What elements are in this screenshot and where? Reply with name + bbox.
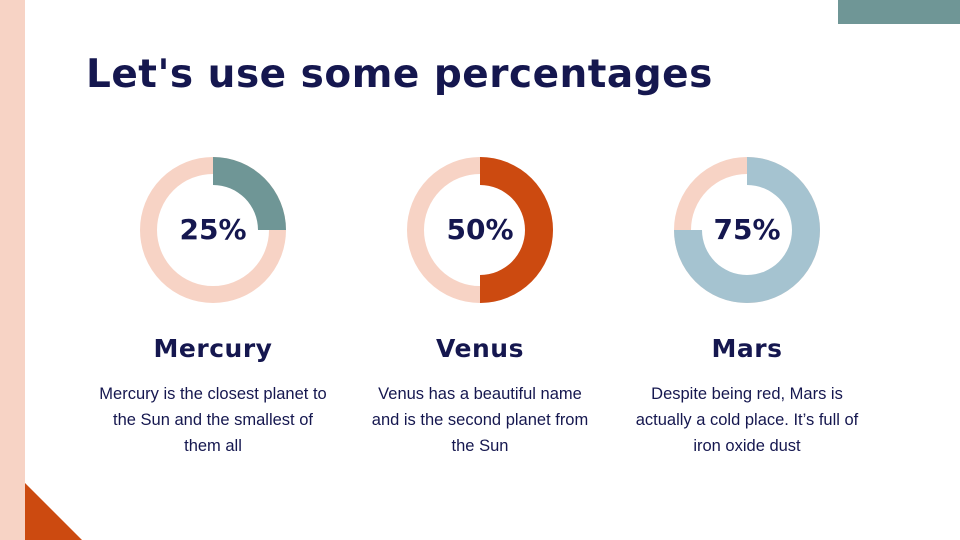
percentage-label: 25% [179,213,247,246]
planet-name: Mercury [153,334,273,363]
donut-value-arc [480,157,553,303]
donut-mars [674,157,820,303]
top-right-decor-bar [838,0,960,24]
planet-name: Venus [436,334,524,363]
chart-mars: 75% Mars Despite being red, Mars is actu… [617,150,877,459]
left-decor-strip [0,0,25,540]
planet-description: Despite being red, Mars is actually a co… [635,385,859,455]
donut-value-arc [674,157,820,303]
percentage-label: 50% [446,213,514,246]
percentage-label: 75% [713,213,781,246]
planet-description: Venus has a beautiful name and is the se… [371,385,589,455]
page-title: Let's use some percentages [86,52,713,97]
donut-mercury [140,157,286,303]
donut-venus [407,157,553,303]
chart-venus: 50% Venus Venus has a beautiful name and… [350,150,610,459]
bottom-left-decor-triangle [25,483,82,540]
planet-name: Mars [711,334,783,363]
planet-description: Mercury is the closest planet to the Sun… [99,385,327,455]
chart-mercury: 25% Mercury Mercury is the closest plane… [83,150,343,459]
donut-value-arc [213,157,286,230]
